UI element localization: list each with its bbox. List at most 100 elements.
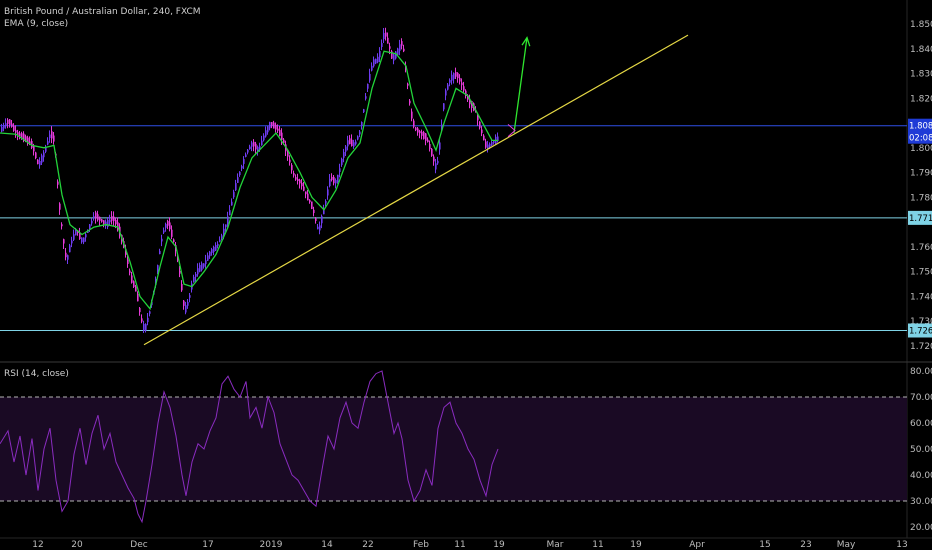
candle-body <box>57 181 59 185</box>
candle-body <box>393 54 395 61</box>
candle-body <box>295 177 297 180</box>
candle-body <box>445 90 447 96</box>
candle-body <box>177 256 179 261</box>
candle-body <box>477 115 479 121</box>
candle-body <box>19 133 21 137</box>
time-tick-label: 17 <box>202 540 213 550</box>
candle-body <box>365 96 367 99</box>
candle-body <box>33 146 35 152</box>
candle-body <box>219 239 221 242</box>
arrow-head <box>521 36 531 47</box>
candle-body <box>59 203 61 210</box>
candle-body <box>335 180 337 184</box>
time-tick-label: 13 <box>896 540 907 550</box>
candle-body <box>431 148 433 156</box>
candle-body <box>321 216 323 224</box>
candle-body <box>487 144 489 150</box>
candle-body <box>171 229 173 237</box>
candle-body <box>493 141 495 144</box>
candle-body <box>71 240 73 244</box>
candle-body <box>199 265 201 272</box>
candle-body <box>415 127 417 131</box>
candle-body <box>143 323 145 331</box>
candle-body <box>275 124 277 130</box>
price-tick-label: 1.80000 <box>910 144 932 154</box>
candle-body <box>13 125 15 131</box>
candle-body <box>169 222 171 230</box>
candle-body <box>5 123 7 126</box>
time-tick-label: Mar <box>547 540 564 550</box>
price-pointer <box>507 123 516 138</box>
candle-body <box>309 200 311 203</box>
candle-body <box>447 84 449 90</box>
candle-body <box>101 219 103 222</box>
candle-body <box>467 96 469 100</box>
candle-body <box>225 224 227 228</box>
price-candles <box>1 27 499 334</box>
candle-body <box>301 182 303 187</box>
candle-body <box>137 294 139 302</box>
candle-body <box>165 223 167 228</box>
candle-body <box>69 245 71 253</box>
candle-body <box>139 308 141 313</box>
candle-body <box>181 284 183 291</box>
candle-body <box>479 121 481 128</box>
candle-body <box>159 250 161 255</box>
candle-body <box>379 50 381 58</box>
candle-body <box>195 274 197 277</box>
candle-body <box>227 216 229 224</box>
trendline[interactable] <box>143 34 689 346</box>
candle-body <box>187 301 189 306</box>
price-tick-label: 1.84000 <box>910 45 932 55</box>
candle-body <box>411 111 413 119</box>
candle-body <box>307 193 309 201</box>
rsi-tick-label: 30.0000 <box>910 497 932 507</box>
candle-body <box>23 133 25 141</box>
price-tick-label: 1.72000 <box>910 342 932 352</box>
candle-body <box>457 73 459 79</box>
candle-body <box>253 141 255 147</box>
candle-body <box>247 149 249 153</box>
price-tag <box>908 323 932 338</box>
candle-body <box>229 210 231 216</box>
candle-body <box>273 122 275 129</box>
candle-body <box>333 176 335 184</box>
candle-body <box>439 142 441 150</box>
candle-body <box>385 32 387 37</box>
candle-body <box>41 155 43 163</box>
candle-body <box>209 251 211 257</box>
candle-body <box>401 41 403 46</box>
candle-body <box>417 128 419 133</box>
candle-body <box>29 141 31 144</box>
candle-body <box>363 109 365 113</box>
candle-body <box>481 129 483 134</box>
candle-body <box>407 83 409 86</box>
price-tag <box>908 118 932 144</box>
candle-body <box>323 208 325 215</box>
symbol-title: British Pound / Australian Dollar, 240, … <box>4 7 201 17</box>
candle-body <box>213 246 215 252</box>
rsi-tick-label: 50.0000 <box>910 445 932 455</box>
candle-body <box>173 239 175 242</box>
candle-body <box>131 275 133 283</box>
candle-body <box>179 270 181 274</box>
candle-body <box>425 133 427 141</box>
candle-body <box>211 249 213 253</box>
candle-body <box>99 216 101 221</box>
candle-body <box>251 142 253 147</box>
candle-body <box>395 51 397 59</box>
candle-body <box>423 132 425 139</box>
candle-body <box>35 152 37 159</box>
price-tags: 1.80894 02:08:12 1.77173 1.72626 <box>908 118 932 338</box>
candle-body <box>249 146 251 150</box>
candle-body <box>45 147 47 152</box>
candle-body <box>49 134 51 139</box>
candle-body <box>117 222 119 229</box>
candle-body <box>329 178 331 187</box>
projection-arrow[interactable] <box>507 36 531 138</box>
time-tick-label: Apr <box>689 540 705 550</box>
candle-body <box>443 103 445 110</box>
rsi-tick-label: 40.0000 <box>910 471 932 481</box>
candle-body <box>287 152 289 157</box>
